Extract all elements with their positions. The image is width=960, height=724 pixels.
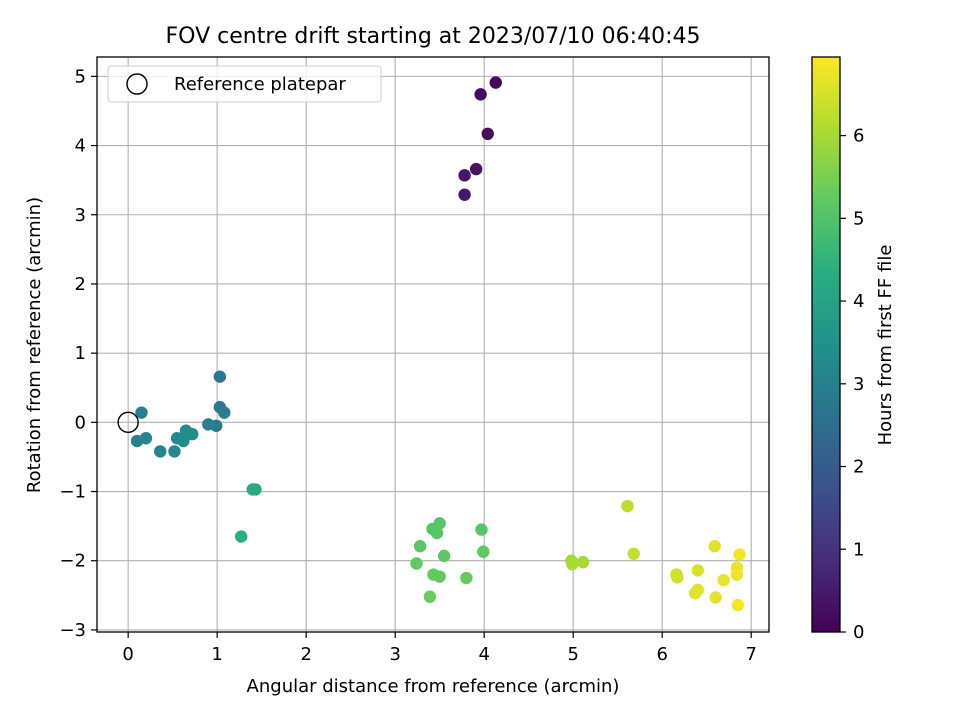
colorbar-ticks: 0 1 2 3 4 5 6 (840, 126, 864, 643)
y-tick-label: 1 (75, 343, 86, 364)
x-tick-label: 2 (300, 644, 311, 665)
x-axis-ticks: 0 1 2 3 4 5 6 7 (122, 632, 757, 665)
data-point (474, 88, 487, 101)
data-point (249, 483, 262, 496)
data-point (234, 530, 248, 543)
colorbar-tick-label: 3 (853, 374, 864, 395)
data-point (475, 523, 488, 536)
data-point (708, 539, 721, 553)
colorbar-tick-label: 2 (853, 457, 864, 478)
data-point (481, 127, 494, 141)
scatter-points (117, 76, 746, 612)
y-axis-label: Rotation from reference (arcmin) (24, 197, 45, 493)
data-point (437, 549, 451, 563)
colorbar-tick-label: 1 (853, 539, 864, 560)
colorbar: 0 1 2 3 4 5 6 Hours from first FF file (811, 56, 896, 643)
plot-frame (96, 56, 770, 633)
y-tick-label: −2 (59, 551, 86, 572)
chart-title: FOV centre drift starting at 2023/07/10 … (166, 24, 701, 49)
y-tick-label: −3 (59, 620, 86, 641)
data-point (177, 434, 190, 448)
data-point (733, 548, 746, 561)
colorbar-frame (811, 56, 841, 633)
data-point (688, 587, 702, 600)
data-point (430, 526, 444, 540)
data-point (730, 568, 744, 581)
y-tick-label: 5 (75, 66, 86, 87)
data-point (213, 370, 227, 383)
reference-platepar-marker (117, 411, 139, 434)
data-point (671, 571, 684, 584)
y-tick-label: 3 (75, 205, 86, 226)
data-point (413, 539, 427, 553)
data-point (168, 445, 181, 458)
legend-box (107, 65, 382, 103)
x-tick-label: 7 (745, 644, 756, 665)
y-axis-ticks: −3 −2 −1 0 1 2 3 4 5 (59, 66, 97, 641)
data-point (576, 555, 590, 569)
colorbar-label: Hours from first FF file (875, 245, 896, 446)
data-point (566, 557, 579, 571)
data-point (153, 445, 167, 458)
colorbar-tick-label: 6 (853, 126, 864, 147)
y-tick-label: 2 (75, 274, 86, 295)
x-tick-label: 0 (122, 644, 133, 665)
x-tick-label: 3 (389, 644, 400, 665)
x-axis-label: Angular distance from reference (arcmin) (247, 676, 620, 697)
grid-lines (97, 57, 769, 632)
colorbar-tick-label: 5 (853, 208, 864, 229)
data-point (709, 591, 722, 604)
x-tick-label: 1 (211, 644, 222, 665)
data-point (139, 432, 153, 445)
data-point (489, 76, 502, 89)
data-point (691, 564, 704, 577)
data-point (460, 571, 473, 585)
legend: Reference platepar (107, 65, 382, 103)
data-point (218, 406, 231, 419)
data-point (458, 188, 471, 201)
data-point (469, 162, 483, 176)
data-point (433, 517, 446, 530)
data-point (458, 169, 471, 182)
data-point (621, 499, 634, 513)
y-tick-label: 0 (75, 412, 86, 433)
legend-reference-marker (126, 73, 148, 95)
data-point (410, 557, 423, 570)
data-point (477, 545, 490, 558)
data-point (731, 598, 745, 612)
data-point (135, 406, 148, 419)
data-point (186, 427, 199, 441)
y-tick-label: 4 (75, 136, 86, 157)
data-point (627, 547, 640, 561)
colorbar-tick-label: 4 (853, 291, 864, 312)
x-tick-label: 4 (478, 644, 489, 665)
x-tick-label: 6 (656, 644, 667, 665)
legend-entry-label: Reference platepar (174, 74, 346, 95)
colorbar-tick-label: 0 (853, 622, 864, 643)
data-point (433, 570, 446, 583)
data-point (717, 573, 730, 587)
y-tick-label: −1 (59, 482, 86, 503)
colorbar-gradient (812, 57, 840, 632)
data-point (202, 418, 215, 431)
x-tick-label: 5 (567, 644, 578, 665)
data-point (423, 590, 437, 603)
